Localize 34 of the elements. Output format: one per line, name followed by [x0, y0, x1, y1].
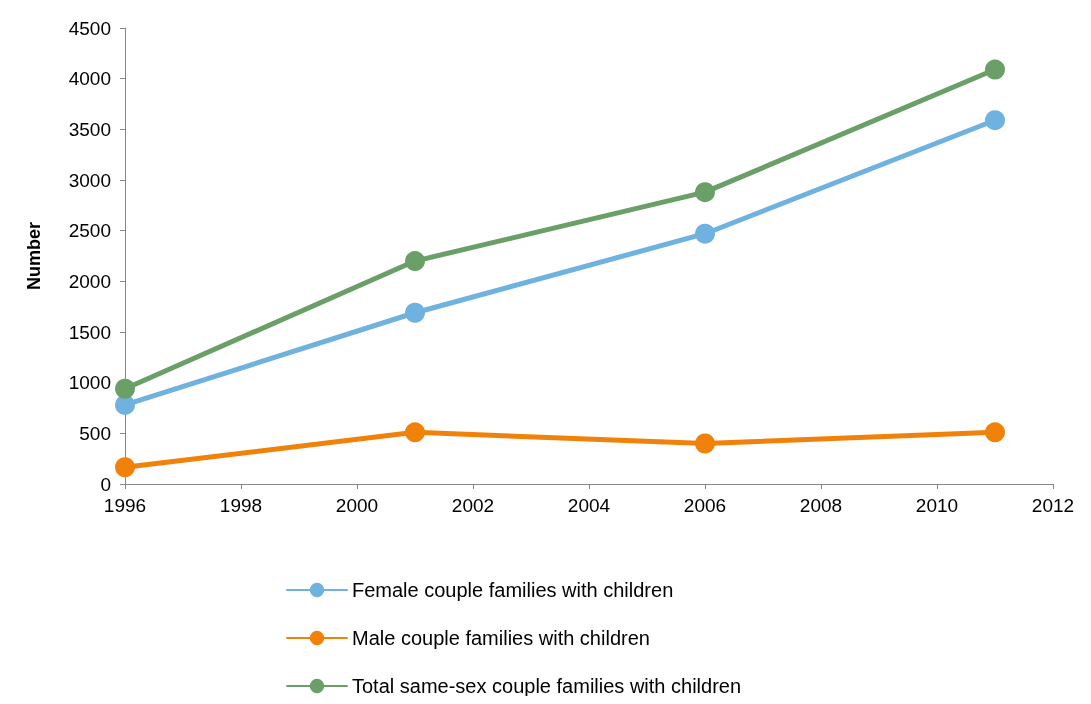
x-tick-label: 2008 — [799, 495, 843, 516]
y-tick-label: 1000 — [68, 372, 111, 394]
x-tick-label: 1996 — [103, 495, 147, 516]
point — [115, 378, 135, 399]
point — [115, 457, 135, 478]
point — [695, 433, 715, 454]
point — [695, 223, 715, 244]
x-tick-label: 2000 — [335, 495, 379, 516]
point — [695, 182, 715, 203]
point — [405, 422, 425, 443]
legend-label: Male couple families with children — [352, 627, 650, 649]
point — [985, 422, 1005, 443]
point — [985, 110, 1005, 131]
point — [115, 394, 135, 415]
y-tick-label: 3000 — [68, 169, 111, 191]
y-axis-title: Number — [24, 221, 44, 291]
y-tick-label: 2500 — [68, 220, 111, 242]
point — [405, 302, 425, 323]
y-tick-label: 4500 — [68, 17, 111, 39]
x-tick-label: 2002 — [451, 495, 495, 516]
x-tick-label: 2006 — [683, 495, 727, 516]
y-tick-label: 1500 — [68, 321, 111, 343]
x-tick-label: 2004 — [567, 495, 611, 516]
x-tick-label: 2010 — [915, 495, 959, 516]
legend-label: Female couple families with children — [352, 579, 674, 601]
y-tick-label: 0 — [100, 473, 111, 495]
y-tick-label: 3500 — [68, 118, 111, 140]
y-tick-label: 4000 — [68, 68, 111, 90]
x-tick-label: 2012 — [1031, 495, 1075, 516]
point — [985, 59, 1005, 80]
point — [405, 251, 425, 272]
y-tick-label: 500 — [79, 422, 111, 444]
x-tick-label: 1998 — [219, 495, 263, 516]
y-tick-label: 2000 — [68, 270, 111, 292]
